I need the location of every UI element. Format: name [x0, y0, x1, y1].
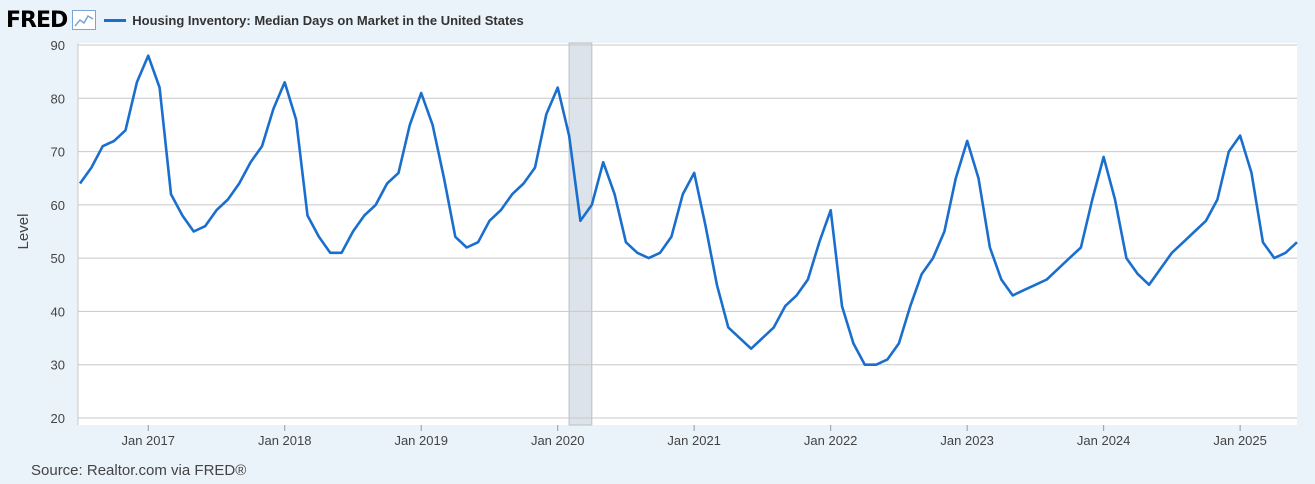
y-tick-label: 30 — [51, 358, 65, 373]
chart-header: FRED Housing Inventory: Median Days on M… — [6, 6, 524, 34]
x-tick-label: Jan 2019 — [394, 433, 448, 448]
x-tick-label: Jan 2025 — [1213, 433, 1267, 448]
legend-series-name: Housing Inventory: Median Days on Market… — [132, 12, 524, 28]
y-tick-label: 90 — [51, 38, 65, 53]
legend-swatch — [104, 18, 127, 22]
x-tick-label: Jan 2017 — [121, 433, 175, 448]
y-tick-label: 20 — [51, 411, 65, 426]
x-tick-label: Jan 2018 — [258, 433, 312, 448]
x-tick-label: Jan 2022 — [804, 433, 858, 448]
y-tick-label: 60 — [51, 198, 65, 213]
plot-area — [78, 43, 1297, 425]
y-tick-label: 80 — [51, 91, 65, 106]
x-tick-label: Jan 2023 — [940, 433, 994, 448]
source-note: Source: Realtor.com via FRED® — [31, 462, 247, 479]
x-tick-label: Jan 2020 — [531, 433, 585, 448]
chart-line-icon — [72, 10, 97, 30]
x-tick-label: Jan 2024 — [1077, 433, 1131, 448]
series-line — [78, 54, 1298, 367]
y-tick-label: 70 — [51, 145, 65, 160]
recession-shading — [568, 42, 593, 426]
y-axis-label: Level — [15, 214, 32, 250]
x-tick-label: Jan 2021 — [667, 433, 721, 448]
y-tick-label: 50 — [51, 251, 65, 266]
y-tick-label: 40 — [51, 304, 65, 319]
fred-logo[interactable]: FRED — [6, 7, 68, 33]
